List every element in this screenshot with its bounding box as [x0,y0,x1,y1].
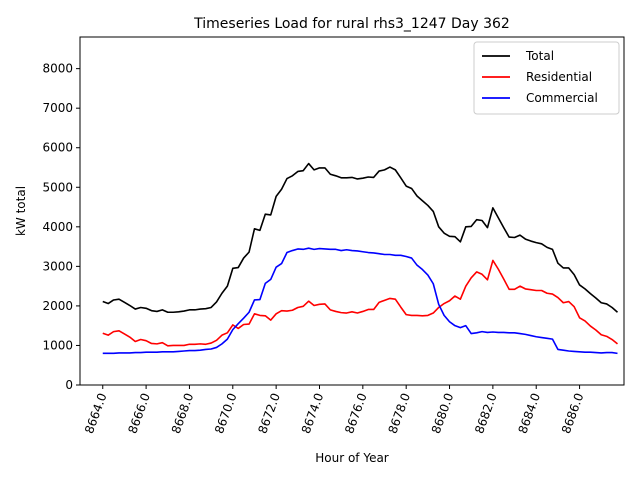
legend-box [473,41,620,115]
plot-frame [79,36,625,386]
legend-label-total: Total [525,49,554,63]
y-tick-label: 8000 [42,62,73,76]
x-axis-label: Hour of Year [315,451,389,465]
y-axis-label: kW total [14,186,28,236]
legend-label-residential: Residential [526,70,592,84]
series-layer [102,162,619,355]
y-tick-label: 0 [65,378,73,392]
y-tick-label: 4000 [42,220,73,234]
y-tick-label: 3000 [42,259,73,273]
series-line-residential [102,259,619,347]
y-tick-label: 5000 [42,180,73,194]
y-tick-label: 7000 [42,101,73,115]
y-axis: 0 1000 2000 3000 4000 5000 6000 7000 8000 [42,62,80,392]
legend-label-commercial: Commercial [526,91,598,105]
series-line-commercial [102,247,618,355]
y-tick-label: 2000 [42,299,73,313]
y-tick-label: 6000 [42,141,73,155]
legend: Total Residential Commercial [473,41,620,115]
y-tick-label: 1000 [42,338,73,352]
chart-title: Timeseries Load for rural rhs3_1247 Day … [193,16,510,32]
series-line-total [102,162,619,314]
